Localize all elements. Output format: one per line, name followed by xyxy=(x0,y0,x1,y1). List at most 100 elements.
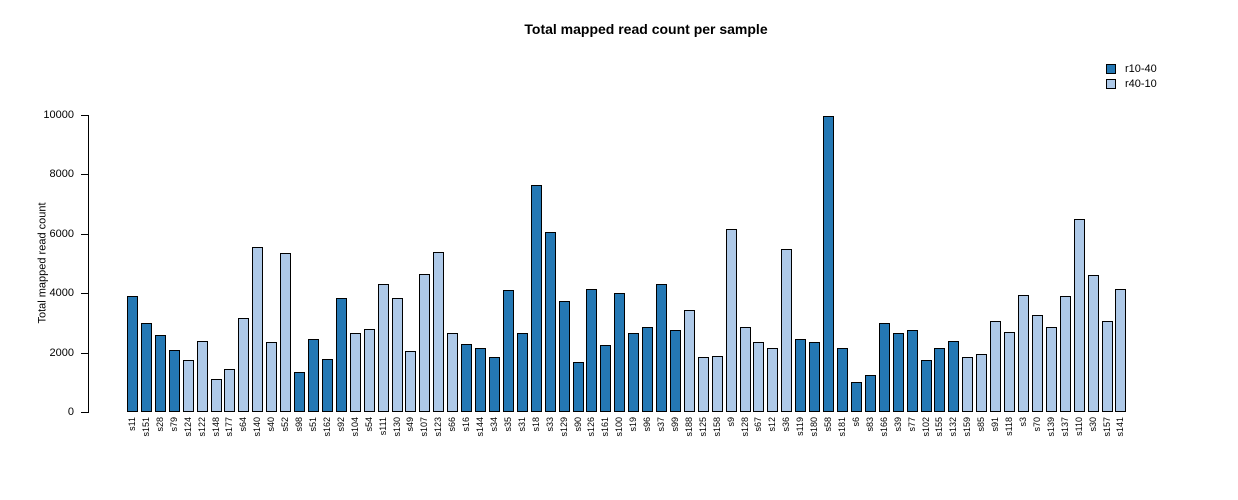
x-tick-label-s107: s107 xyxy=(419,417,430,437)
x-tick-label-s119: s119 xyxy=(795,417,806,436)
x-label-cell: s91 xyxy=(990,417,1001,432)
x-tick-label-s40: s40 xyxy=(266,417,277,432)
x-tick-label-s39: s39 xyxy=(892,417,903,432)
x-tick-label-s83: s83 xyxy=(864,417,875,432)
x-tick-label-s9: s9 xyxy=(725,417,736,427)
x-tick-label-s12: s12 xyxy=(767,417,778,432)
x-label-cell: s90 xyxy=(573,417,584,432)
plot-area xyxy=(127,115,1127,412)
x-label-cell: s188 xyxy=(684,417,695,437)
x-label-cell: s125 xyxy=(698,417,709,437)
x-label-cell: s122 xyxy=(197,417,208,437)
x-label-cell: s39 xyxy=(893,417,904,432)
x-axis-labels: s11 s151 s28 s79 s124 s122 s148 s177 s64 s140 s40 s… xyxy=(127,417,1127,437)
x-label-cell: s102 xyxy=(921,417,932,437)
x-label-cell: s129 xyxy=(559,417,570,437)
legend-swatch-r10-40 xyxy=(1106,64,1116,74)
bar-s11 xyxy=(127,296,138,412)
bar-s137 xyxy=(1059,296,1071,412)
x-tick-label-s137: s137 xyxy=(1059,417,1070,437)
legend-label: r40-10 xyxy=(1125,78,1157,90)
x-tick-label-s126: s126 xyxy=(586,417,597,437)
x-tick-label-s123: s123 xyxy=(433,417,444,437)
x-label-cell: s58 xyxy=(823,417,834,432)
bar-s128 xyxy=(739,327,751,412)
x-tick-label-s79: s79 xyxy=(168,417,179,432)
x-tick-label-s100: s100 xyxy=(614,417,625,437)
bar-s58 xyxy=(823,116,835,412)
x-tick-label-s99: s99 xyxy=(669,417,680,432)
x-label-cell: s110 xyxy=(1074,417,1085,436)
x-tick-label-s104: s104 xyxy=(349,417,360,437)
x-tick-label-s141: s141 xyxy=(1115,417,1126,437)
bar-s180 xyxy=(809,342,821,412)
y-tick-mark xyxy=(81,293,88,294)
y-axis-line xyxy=(88,115,89,413)
x-label-cell: s140 xyxy=(252,417,263,437)
x-label-cell: s36 xyxy=(781,417,792,432)
x-label-cell: s100 xyxy=(614,417,625,437)
x-label-cell: s30 xyxy=(1088,417,1099,432)
bar-s79 xyxy=(168,350,180,412)
x-label-cell: s92 xyxy=(336,417,347,432)
x-label-cell: s118 xyxy=(1004,417,1015,436)
x-label-cell: s139 xyxy=(1046,417,1057,437)
bar-s16 xyxy=(461,344,473,412)
x-label-cell: s6 xyxy=(851,417,862,427)
x-label-cell: s119 xyxy=(795,417,806,436)
bar-s52 xyxy=(280,253,292,412)
x-tick-label-s155: s155 xyxy=(934,417,945,437)
chart-title: Total mapped read count per sample xyxy=(524,21,768,37)
x-label-cell: s99 xyxy=(670,417,681,432)
x-label-cell: s40 xyxy=(266,417,277,432)
bar-s91 xyxy=(990,321,1002,412)
bar-s139 xyxy=(1045,327,1057,412)
x-tick-label-s122: s122 xyxy=(196,417,207,437)
x-tick-label-s77: s77 xyxy=(906,417,917,432)
x-label-cell: s98 xyxy=(294,417,305,432)
x-label-cell: s104 xyxy=(350,417,361,437)
legend-swatch-r40-10 xyxy=(1106,79,1116,89)
x-tick-label-s64: s64 xyxy=(238,417,249,432)
legend: r10-40 r40-10 xyxy=(1106,63,1157,93)
y-tick-mark xyxy=(81,353,88,354)
x-tick-label-s96: s96 xyxy=(642,417,653,432)
x-tick-label-s129: s129 xyxy=(558,417,569,437)
x-tick-label-s161: s161 xyxy=(600,417,611,437)
x-tick-label-s144: s144 xyxy=(475,417,486,437)
x-tick-label-s18: s18 xyxy=(530,417,541,432)
bar-s77 xyxy=(906,330,918,412)
bar-s130 xyxy=(391,298,403,412)
x-tick-label-s31: s31 xyxy=(516,417,527,432)
x-tick-label-s19: s19 xyxy=(628,417,639,432)
bar-s111 xyxy=(377,284,389,412)
x-tick-label-s148: s148 xyxy=(210,417,221,437)
bar-s188 xyxy=(683,310,695,412)
bar-s158 xyxy=(711,356,723,412)
x-label-cell: s35 xyxy=(503,417,514,432)
legend-item-r40-10: r40-10 xyxy=(1106,78,1157,90)
bar-s102 xyxy=(920,360,932,412)
bar-s132 xyxy=(948,341,960,412)
bar-s9 xyxy=(725,229,737,412)
x-tick-label-s54: s54 xyxy=(363,417,374,432)
y-tick-label: 0 xyxy=(67,406,74,418)
bar-s6 xyxy=(850,382,862,412)
bar-s3 xyxy=(1018,295,1029,412)
x-label-cell: s67 xyxy=(753,417,764,432)
legend-label: r10-40 xyxy=(1125,63,1157,75)
x-tick-label-s110: s110 xyxy=(1073,417,1084,436)
bar-s37 xyxy=(656,284,668,412)
bar-s157 xyxy=(1101,321,1113,412)
x-tick-label-s118: s118 xyxy=(1004,417,1015,436)
x-tick-label-s30: s30 xyxy=(1087,417,1098,432)
x-label-cell: s28 xyxy=(155,417,166,432)
bar-s140 xyxy=(252,247,264,412)
x-label-cell: s34 xyxy=(489,417,500,432)
y-tick-label: 10000 xyxy=(43,109,74,121)
bar-s100 xyxy=(614,293,626,412)
y-tick-label: 4000 xyxy=(49,287,74,299)
x-label-cell: s79 xyxy=(169,417,180,432)
x-tick-label-s159: s159 xyxy=(962,417,973,437)
x-tick-label-s36: s36 xyxy=(781,417,792,432)
